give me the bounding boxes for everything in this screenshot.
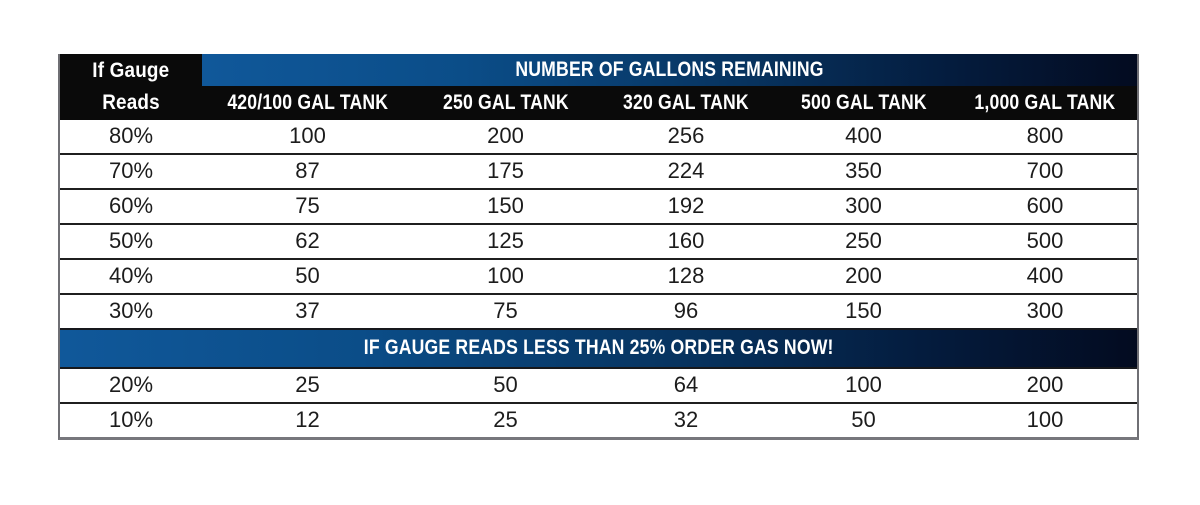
gauge-cell: 80%	[108, 123, 154, 148]
gauge-cell: 60%	[108, 193, 154, 218]
value-cell: 400	[1026, 263, 1064, 288]
value-cell: 64	[673, 372, 699, 397]
column-header-420-100-gal: 420/100 GAL TANK	[227, 91, 388, 114]
gallons-remaining-banner: NUMBER OF GALLONS REMAINING	[202, 54, 1137, 86]
column-header-250-gal: 250 GAL TANK	[442, 91, 569, 114]
table-row-40: 40% 50 100 128 200 400	[60, 260, 1137, 295]
table-row-20: 20% 25 50 64 100 200	[60, 369, 1137, 404]
value-cell: 300	[845, 193, 882, 218]
value-cell: 125	[487, 228, 524, 253]
value-cell: 192	[667, 193, 705, 218]
value-cell: 50	[295, 263, 320, 288]
value-cell: 62	[295, 228, 320, 253]
corner-header-line1: If Gauge	[60, 54, 202, 86]
value-cell: 128	[667, 263, 705, 288]
value-cell: 75	[493, 298, 518, 323]
table-title: NUMBER OF GALLONS REMAINING	[515, 58, 824, 81]
gauge-cell: 20%	[108, 372, 154, 397]
table-row-10: 10% 12 25 32 50 100	[60, 404, 1137, 437]
gauge-cell: 30%	[108, 298, 154, 323]
gauge-cell: 10%	[108, 407, 154, 432]
value-cell: 600	[1026, 193, 1064, 218]
gauge-cell: 40%	[108, 263, 154, 288]
value-cell: 100	[845, 372, 882, 397]
value-cell: 700	[1026, 158, 1064, 183]
corner-header-text-2: Reads	[102, 91, 160, 114]
value-cell: 400	[845, 123, 882, 148]
value-cell: 150	[845, 298, 882, 323]
value-cell: 200	[1026, 372, 1064, 397]
column-header-500-gal: 500 GAL TANK	[800, 91, 927, 114]
value-cell: 50	[493, 372, 518, 397]
value-cell: 25	[493, 407, 518, 432]
value-cell: 25	[295, 372, 320, 397]
value-cell: 350	[845, 158, 882, 183]
table-row-60: 60% 75 150 192 300 600	[60, 190, 1137, 225]
table-row-30: 30% 37 75 96 150 300	[60, 295, 1137, 328]
column-header-320-gal: 320 GAL TANK	[623, 91, 749, 114]
value-cell: 150	[487, 193, 524, 218]
value-cell: 256	[667, 123, 705, 148]
value-cell: 37	[295, 298, 320, 323]
value-cell: 800	[1026, 123, 1064, 148]
corner-header-text-1: If Gauge	[92, 59, 170, 82]
table-header: If Gauge NUMBER OF GALLONS REMAINING Rea…	[60, 54, 1137, 120]
value-cell: 100	[289, 123, 326, 148]
value-cell: 96	[673, 298, 699, 323]
column-header-1000-gal: 1,000 GAL TANK	[974, 91, 1116, 114]
table-row-80: 80% 100 200 256 400 800	[60, 120, 1137, 155]
value-cell: 250	[845, 228, 882, 253]
value-cell: 32	[673, 407, 699, 432]
table-row-70: 70% 87 175 224 350 700	[60, 155, 1137, 190]
warning-text: IF GAUGE READS LESS THAN 25% ORDER GAS N…	[363, 336, 834, 359]
warning-banner: IF GAUGE READS LESS THAN 25% ORDER GAS N…	[60, 328, 1137, 369]
value-cell: 500	[1026, 228, 1064, 253]
value-cell: 300	[1026, 298, 1064, 323]
value-cell: 100	[487, 263, 524, 288]
value-cell: 50	[851, 407, 876, 432]
value-cell: 160	[667, 228, 705, 253]
value-cell: 200	[487, 123, 524, 148]
table-row-50: 50% 62 125 160 250 500	[60, 225, 1137, 260]
value-cell: 224	[667, 158, 705, 183]
value-cell: 87	[295, 158, 320, 183]
gallons-remaining-table: If Gauge NUMBER OF GALLONS REMAINING Rea…	[58, 54, 1139, 440]
value-cell: 175	[487, 158, 524, 183]
value-cell: 100	[1026, 407, 1064, 432]
corner-header-line2: Reads	[60, 86, 202, 120]
value-cell: 12	[295, 407, 320, 432]
value-cell: 75	[295, 193, 320, 218]
gauge-cell: 50%	[108, 228, 154, 253]
gauge-cell: 70%	[108, 158, 154, 183]
value-cell: 200	[845, 263, 882, 288]
